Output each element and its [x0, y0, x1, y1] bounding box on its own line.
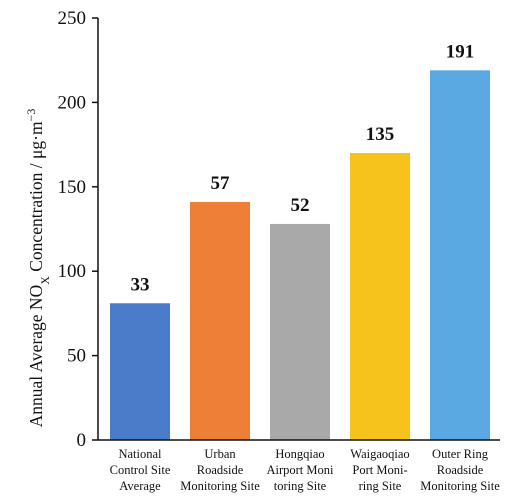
y-tick-label: 250	[58, 8, 87, 29]
y-tick-label: 200	[58, 92, 87, 113]
bar	[270, 223, 330, 440]
x-category-label: Roadside	[197, 463, 244, 477]
x-category-label: Airport Moni	[266, 463, 334, 477]
x-category-label: Port Moni-	[352, 463, 407, 477]
x-category-label: Average	[119, 479, 161, 493]
bar-value-label: 135	[366, 124, 395, 145]
x-category-label: toring Site	[274, 479, 327, 493]
y-tick-label: 50	[67, 346, 86, 367]
y-tick-label: 100	[58, 261, 87, 282]
x-category-label: Outer Ring	[432, 447, 489, 461]
y-tick-label: 150	[58, 177, 87, 198]
bar	[430, 70, 490, 440]
bar	[110, 303, 170, 440]
y-axis-title: Annual Average NOX Concentration / μg·m−…	[24, 109, 52, 428]
x-category-label: Hongqiao	[275, 447, 324, 461]
x-category-label: National	[118, 447, 162, 461]
y-tick-label: 0	[77, 430, 87, 451]
bar	[190, 201, 250, 440]
x-category-label: Urban	[204, 447, 236, 461]
x-category-label: Monitoring Site	[420, 479, 500, 493]
bar-value-label: 57	[211, 173, 231, 194]
bar-value-label: 191	[446, 41, 475, 62]
bar	[350, 153, 410, 441]
x-category-label: ring Site	[359, 479, 402, 493]
x-category-label: Roadside	[437, 463, 484, 477]
x-category-label: Control Site	[110, 463, 171, 477]
x-category-label: Monitoring Site	[180, 479, 260, 493]
x-category-label: Waigaoqiao	[350, 447, 409, 461]
bar-value-label: 33	[131, 274, 150, 295]
bar-value-label: 52	[291, 195, 310, 216]
